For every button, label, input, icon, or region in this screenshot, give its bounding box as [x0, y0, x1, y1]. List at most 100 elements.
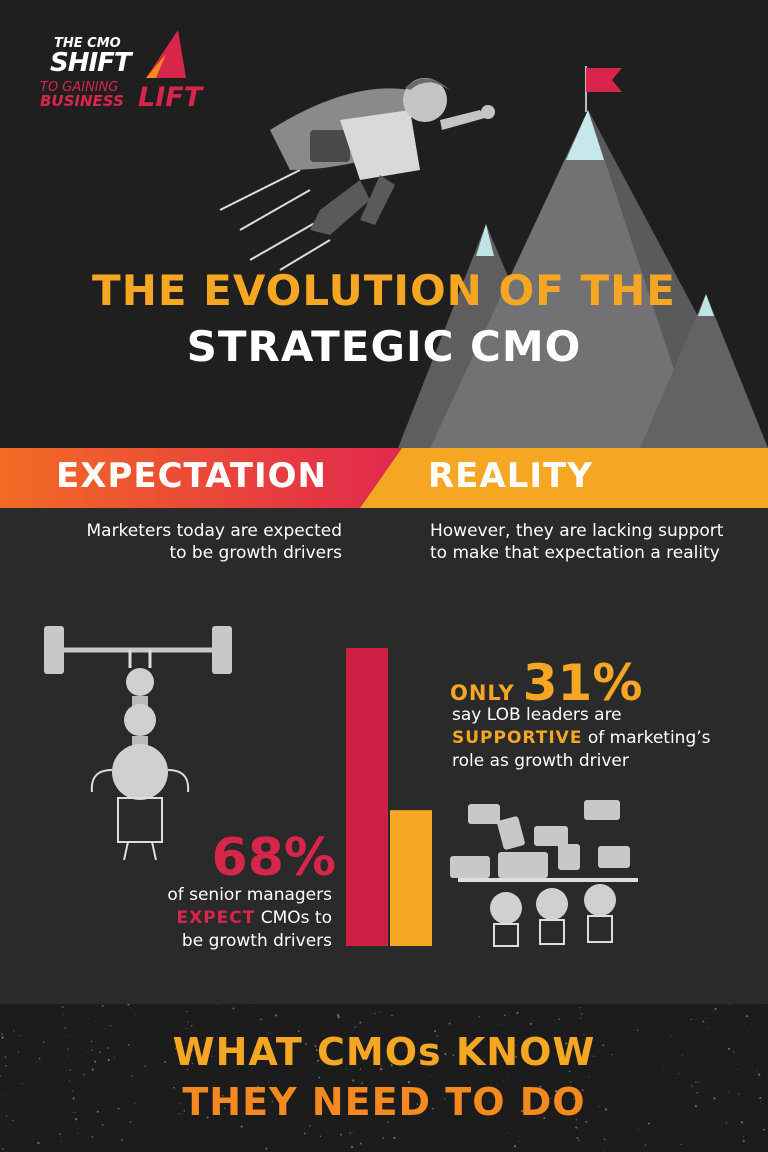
- star-dot: [62, 1006, 64, 1008]
- star-dot: [351, 1146, 354, 1149]
- star-dot: [585, 1120, 588, 1123]
- star-dot: [117, 1107, 120, 1110]
- star-dot: [196, 1095, 198, 1097]
- logo-line-the-cmo: THE CMO: [54, 36, 121, 51]
- star-dot: [237, 1094, 239, 1096]
- star-dot: [104, 1028, 106, 1029]
- star-dot: [94, 1060, 97, 1063]
- star-dot: [96, 1110, 99, 1113]
- footer-heading-line2: THEY NEED TO DO: [182, 1080, 586, 1124]
- page-title-line2: STRATEGIC CMO: [186, 322, 582, 371]
- star-dot: [181, 1113, 183, 1115]
- star-dot: [516, 1011, 519, 1014]
- reality-stat: ONLY 31%: [450, 654, 642, 712]
- superhero-cmo-illustration: [219, 78, 495, 271]
- star-dot: [515, 1055, 518, 1058]
- star-dot: [738, 1093, 740, 1095]
- star-dot: [604, 1108, 607, 1111]
- star-dot: [759, 1096, 762, 1100]
- star-dot: [578, 1140, 580, 1142]
- star-dot: [206, 1116, 209, 1119]
- star-dot: [21, 1082, 23, 1085]
- star-dot: [519, 1028, 521, 1030]
- star-dot: [37, 1141, 40, 1145]
- expectation-stat-text: of senior managers EXPECT CMOs to be gro…: [136, 884, 332, 953]
- star-dot: [13, 1030, 15, 1032]
- star-dot: [86, 1052, 87, 1053]
- star-dot: [694, 1105, 697, 1108]
- star-dot: [436, 1035, 439, 1037]
- star-dot: [101, 1004, 104, 1007]
- star-dot: [74, 1118, 78, 1121]
- star-dot: [318, 1076, 321, 1079]
- star-dot: [173, 1086, 175, 1089]
- star-dot: [186, 1010, 188, 1013]
- growth-driver-bar-chart: [346, 648, 432, 946]
- expectation-desc-line2: to be growth drivers: [169, 543, 342, 563]
- star-dot: [506, 1132, 508, 1134]
- star-dot: [539, 1085, 542, 1088]
- star-dot: [77, 1132, 79, 1134]
- star-dot: [83, 1074, 85, 1076]
- cmo-shift-logo: THE CMO SHIFT TO GAINING BUSINESS LIFT: [40, 30, 210, 116]
- reality-text-line3: role as growth driver: [452, 751, 629, 771]
- star-dot: [59, 1133, 62, 1135]
- star-dot: [404, 1050, 406, 1051]
- star-dot: [478, 1016, 480, 1018]
- star-dot: [556, 1051, 558, 1052]
- star-dot: [223, 1107, 226, 1110]
- star-dot: [554, 1089, 558, 1093]
- star-dot: [468, 1060, 469, 1062]
- star-dot: [361, 1082, 363, 1085]
- star-dot: [592, 1055, 595, 1057]
- star-dot: [374, 1012, 376, 1015]
- star-dot: [374, 1045, 375, 1046]
- star-dot: [236, 1039, 238, 1041]
- star-dot: [644, 1144, 647, 1146]
- star-dot: [304, 1043, 307, 1045]
- star-dot: [504, 1014, 506, 1017]
- star-dot: [185, 1028, 187, 1030]
- star-dot: [345, 1016, 347, 1018]
- star-dot: [2, 1147, 4, 1150]
- star-dot: [702, 1020, 705, 1023]
- star-dot: [268, 1080, 270, 1082]
- star-dot: [575, 1119, 578, 1121]
- star-dot: [359, 1068, 362, 1070]
- stat-31-percent: 31%: [522, 654, 643, 712]
- star-dot: [175, 1046, 178, 1049]
- expectation-desc-line1: Marketers today are expected: [86, 521, 342, 541]
- star-dot: [5, 1115, 8, 1117]
- star-dot: [352, 1079, 355, 1082]
- star-dot: [483, 1058, 485, 1060]
- star-dot: [550, 1098, 552, 1100]
- logo-line-business: BUSINESS: [40, 92, 124, 110]
- expectation-reality-band: EXPECTATION REALITY: [0, 448, 768, 508]
- star-dot: [714, 1007, 717, 1011]
- star-dot: [195, 1094, 197, 1096]
- star-dot: [510, 1107, 512, 1109]
- only-label: ONLY: [450, 681, 515, 705]
- expectation-text-line2-rest: CMOs to: [255, 908, 332, 928]
- star-dot: [419, 1052, 421, 1054]
- star-dot: [144, 1065, 147, 1067]
- star-dot: [565, 1042, 568, 1045]
- star-dot: [319, 1135, 322, 1138]
- star-dot: [1, 1036, 4, 1039]
- star-dot: [377, 1037, 379, 1039]
- bar-expectation: [346, 648, 388, 946]
- expect-highlight: EXPECT: [176, 908, 256, 928]
- reality-heading: REALITY: [428, 456, 593, 496]
- star-dot: [452, 1054, 455, 1056]
- star-dot: [725, 1122, 728, 1124]
- star-dot: [60, 1140, 62, 1142]
- star-dot: [602, 1044, 605, 1047]
- star-dot: [191, 1025, 193, 1027]
- star-dot: [393, 1136, 396, 1140]
- logo-line-to-gaining: TO GAINING: [40, 80, 119, 95]
- star-dot: [232, 1007, 235, 1010]
- star-dot: [69, 1069, 71, 1071]
- star-dot: [211, 1055, 213, 1057]
- star-dot: [121, 1139, 124, 1142]
- star-dot: [131, 1075, 133, 1077]
